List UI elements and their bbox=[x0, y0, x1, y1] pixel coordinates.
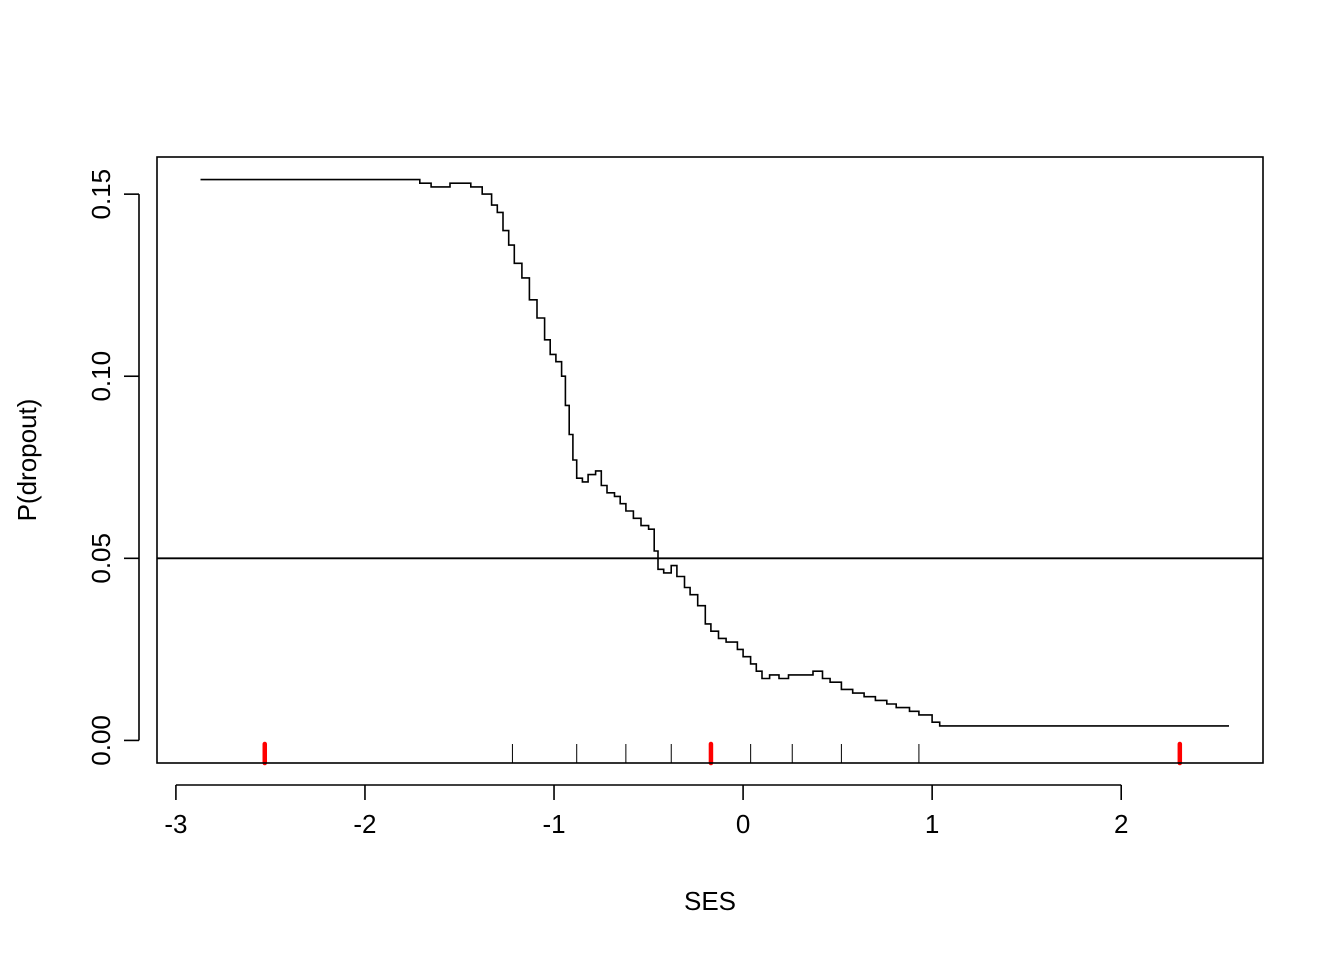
x-tick-label-2: -1 bbox=[542, 809, 565, 839]
plot-frame bbox=[156, 156, 1264, 764]
x-tick-label-5: 2 bbox=[1114, 809, 1128, 839]
y-tick-label-2: 0.10 bbox=[86, 351, 116, 402]
y-tick-label-3: 0.15 bbox=[86, 169, 116, 220]
plot-layer bbox=[157, 178, 1263, 766]
y-axis: 0.00 0.05 0.10 0.15 bbox=[86, 169, 140, 766]
y-tick-label-1: 0.05 bbox=[86, 533, 116, 584]
x-axis-label: SES bbox=[684, 886, 736, 916]
series-line-0 bbox=[200, 178, 1229, 727]
x-axis: -3 -2 -1 0 1 2 bbox=[164, 784, 1128, 839]
y-tick-label-0: 0.00 bbox=[86, 715, 116, 766]
x-tick-label-3: 0 bbox=[736, 809, 750, 839]
y-axis-label: P(dropout) bbox=[12, 399, 42, 522]
x-tick-label-1: -2 bbox=[353, 809, 376, 839]
x-tick-label-4: 1 bbox=[925, 809, 939, 839]
x-tick-label-0: -3 bbox=[164, 809, 187, 839]
